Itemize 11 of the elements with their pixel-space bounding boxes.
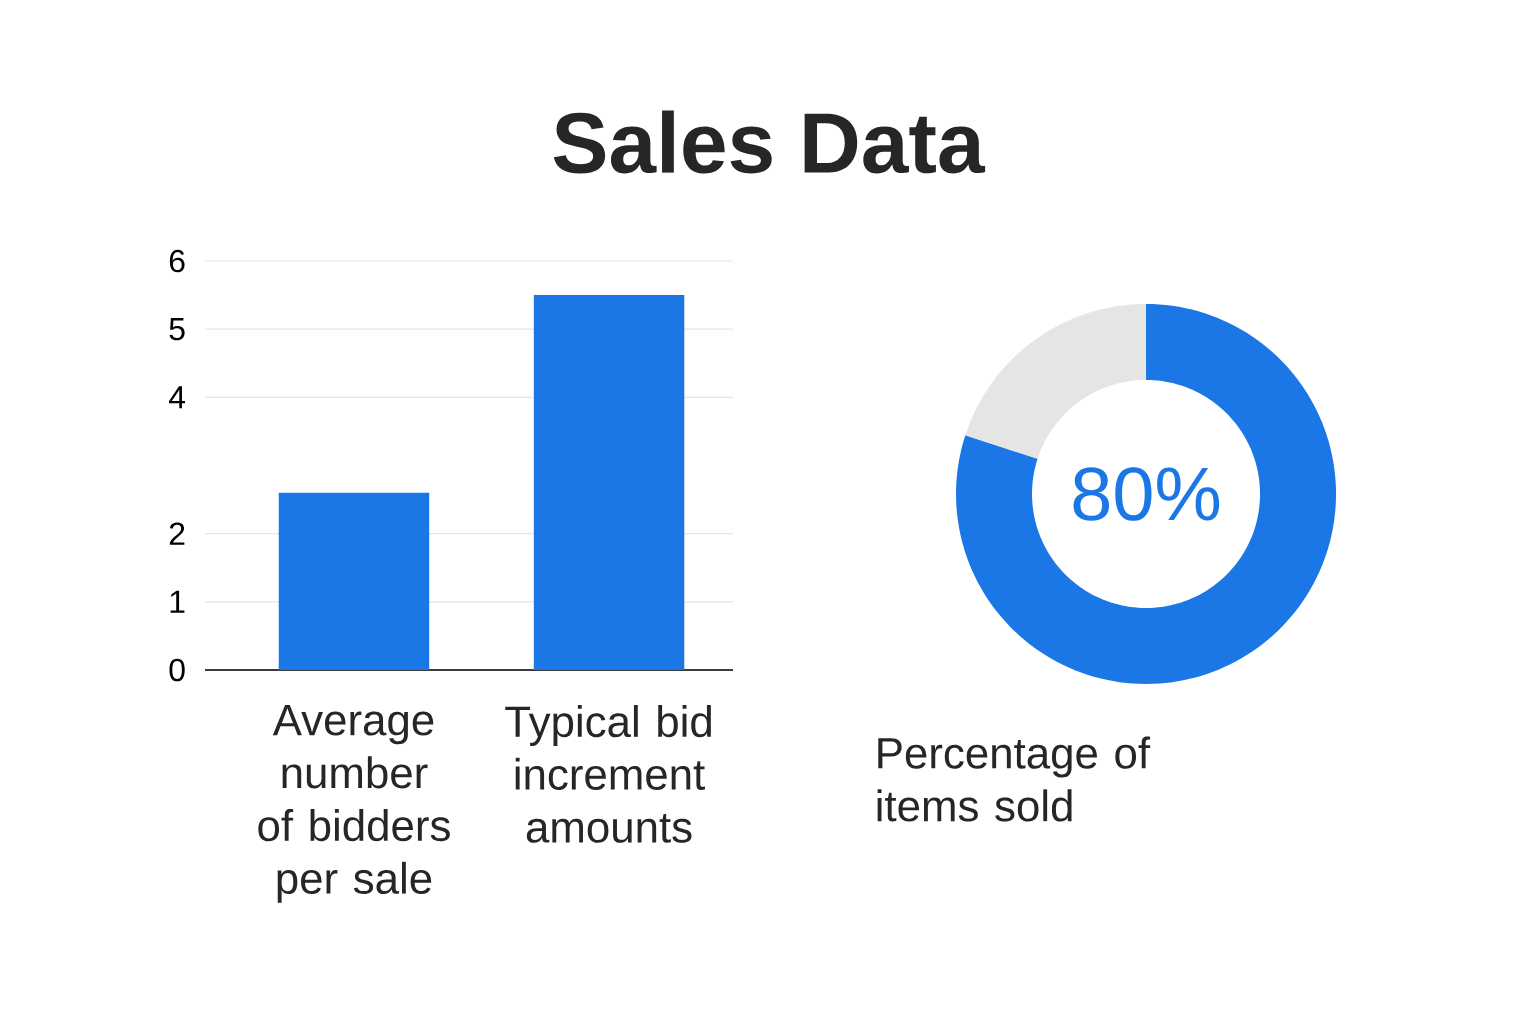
y-tick-label: 0	[169, 658, 185, 682]
y-tick-label: 6	[169, 249, 185, 273]
data-label: 80%	[1073, 467, 1220, 521]
x-tick-label: Typical bid increment amounts	[505, 705, 711, 843]
y-tick-label: 5	[169, 318, 185, 341]
x-tick-label: Average number of bidders per sale	[258, 705, 450, 903]
y-tick-label: 4	[168, 386, 186, 409]
chart-title: Sales Data	[553, 110, 986, 174]
y-tick-label: 1	[170, 590, 185, 613]
y-tick-label: 2	[169, 522, 185, 545]
text: Percentage of items sold	[877, 736, 1151, 822]
